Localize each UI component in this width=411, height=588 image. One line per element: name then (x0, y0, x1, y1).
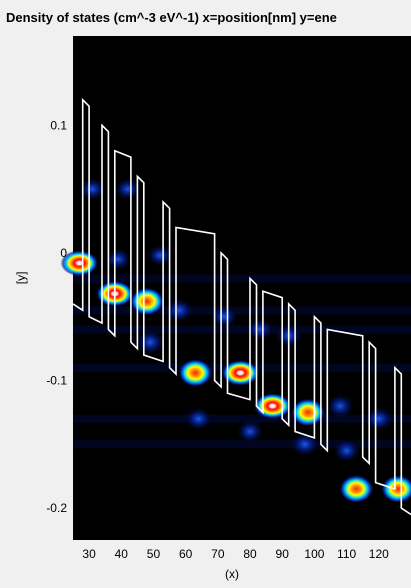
background-streak (73, 306, 411, 315)
dos-peak (364, 406, 394, 432)
background-streak (73, 325, 411, 334)
dos-peak (246, 318, 274, 341)
background-streak (73, 274, 411, 283)
dos-peak (78, 177, 107, 202)
dos-peak (104, 247, 132, 271)
dos-peak (381, 474, 411, 503)
dos-peak (130, 287, 165, 316)
x-tick-label: 90 (276, 547, 290, 561)
dos-peak (290, 431, 320, 457)
x-tick-label: 80 (243, 547, 257, 561)
band-edge-line (72, 97, 411, 516)
dos-peak (184, 406, 213, 431)
dos-peak (325, 393, 355, 419)
x-tick-label: 100 (304, 547, 324, 561)
background-streak (73, 440, 411, 449)
dos-peak (332, 438, 361, 463)
dos-peak (164, 297, 194, 323)
dos-peak (178, 358, 213, 387)
y-tick-label: 0 (60, 246, 67, 260)
x-tick-label: 60 (179, 547, 193, 561)
x-tick-label: 120 (369, 547, 389, 561)
dos-peak (135, 329, 166, 356)
dos-peak (253, 393, 292, 420)
y-tick-label: -0.1 (46, 374, 67, 388)
x-tick-label: 30 (82, 547, 96, 561)
dos-peak (146, 244, 174, 267)
x-tick-label: 40 (115, 547, 129, 561)
x-tick-label: 50 (147, 547, 161, 561)
y-tick-label: -0.2 (46, 501, 67, 515)
dos-peak (339, 474, 374, 503)
dos-peak (236, 419, 265, 444)
dos-peak (210, 304, 239, 329)
dos-peak (114, 177, 142, 201)
dos-peak (290, 398, 325, 427)
x-axis-label: (x) (225, 567, 239, 581)
x-tick-label: 70 (211, 547, 225, 561)
x-tick-label: 110 (337, 547, 356, 561)
y-axis-label: [y] (14, 272, 28, 285)
background-streak (73, 414, 411, 423)
y-tick-label: 0.1 (50, 118, 67, 132)
chart-title: Density of states (cm^-3 eV^-1) x=positi… (6, 10, 337, 25)
